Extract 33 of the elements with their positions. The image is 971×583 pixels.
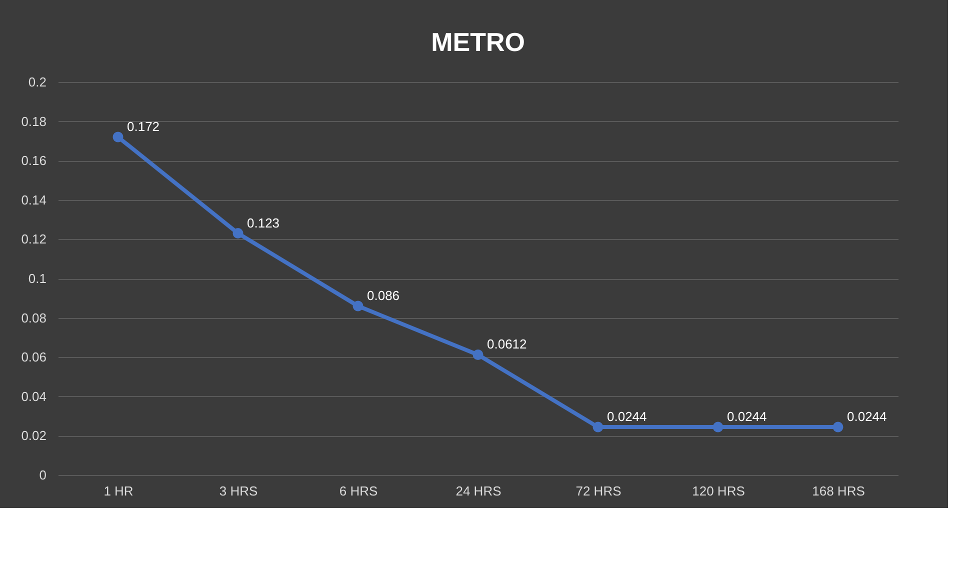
x-tick-label: 3 HRS: [219, 484, 258, 498]
y-tick-label: 0.1: [28, 271, 46, 286]
y-tick-label: 0.2: [28, 74, 46, 90]
point: [112, 132, 124, 142]
point: [832, 422, 844, 432]
y-tick-label: 0.04: [21, 388, 46, 404]
y-tick-label: 0.06: [21, 350, 46, 365]
data-label: 0.0244: [607, 409, 647, 424]
point: [592, 422, 604, 432]
data-label: 0.0612: [487, 336, 527, 352]
point: [352, 300, 364, 312]
y-tick-label: 0.02: [21, 428, 46, 444]
y-tick-label: 0: [39, 468, 46, 482]
y-tick-label: 0.18: [21, 114, 46, 129]
x-tick-label: 6 HRS: [339, 484, 378, 498]
x-tick-label: 120 HRS: [692, 484, 746, 498]
x-tick-label: 168 HRS: [812, 484, 866, 498]
data-label: 0.0244: [727, 409, 767, 424]
point: [712, 422, 724, 432]
x-tick-label: 72 HRS: [576, 484, 622, 498]
data-label: 0.123: [247, 215, 280, 230]
x-tick-label: 24 HRS: [456, 484, 502, 498]
data-label: 0.0244: [847, 409, 887, 424]
data-label: 0.086: [367, 288, 400, 304]
point: [472, 350, 484, 360]
x-tick-label: 1 HR: [104, 484, 134, 498]
chart-title: METRO: [431, 27, 525, 57]
y-tick-label: 0.08: [21, 310, 46, 326]
y-tick-label: 0.14: [21, 192, 46, 208]
data-label: 0.172: [127, 119, 160, 134]
y-tick-label: 0.12: [21, 232, 46, 247]
point: [232, 228, 244, 239]
y-tick-label: 0.16: [21, 153, 46, 168]
